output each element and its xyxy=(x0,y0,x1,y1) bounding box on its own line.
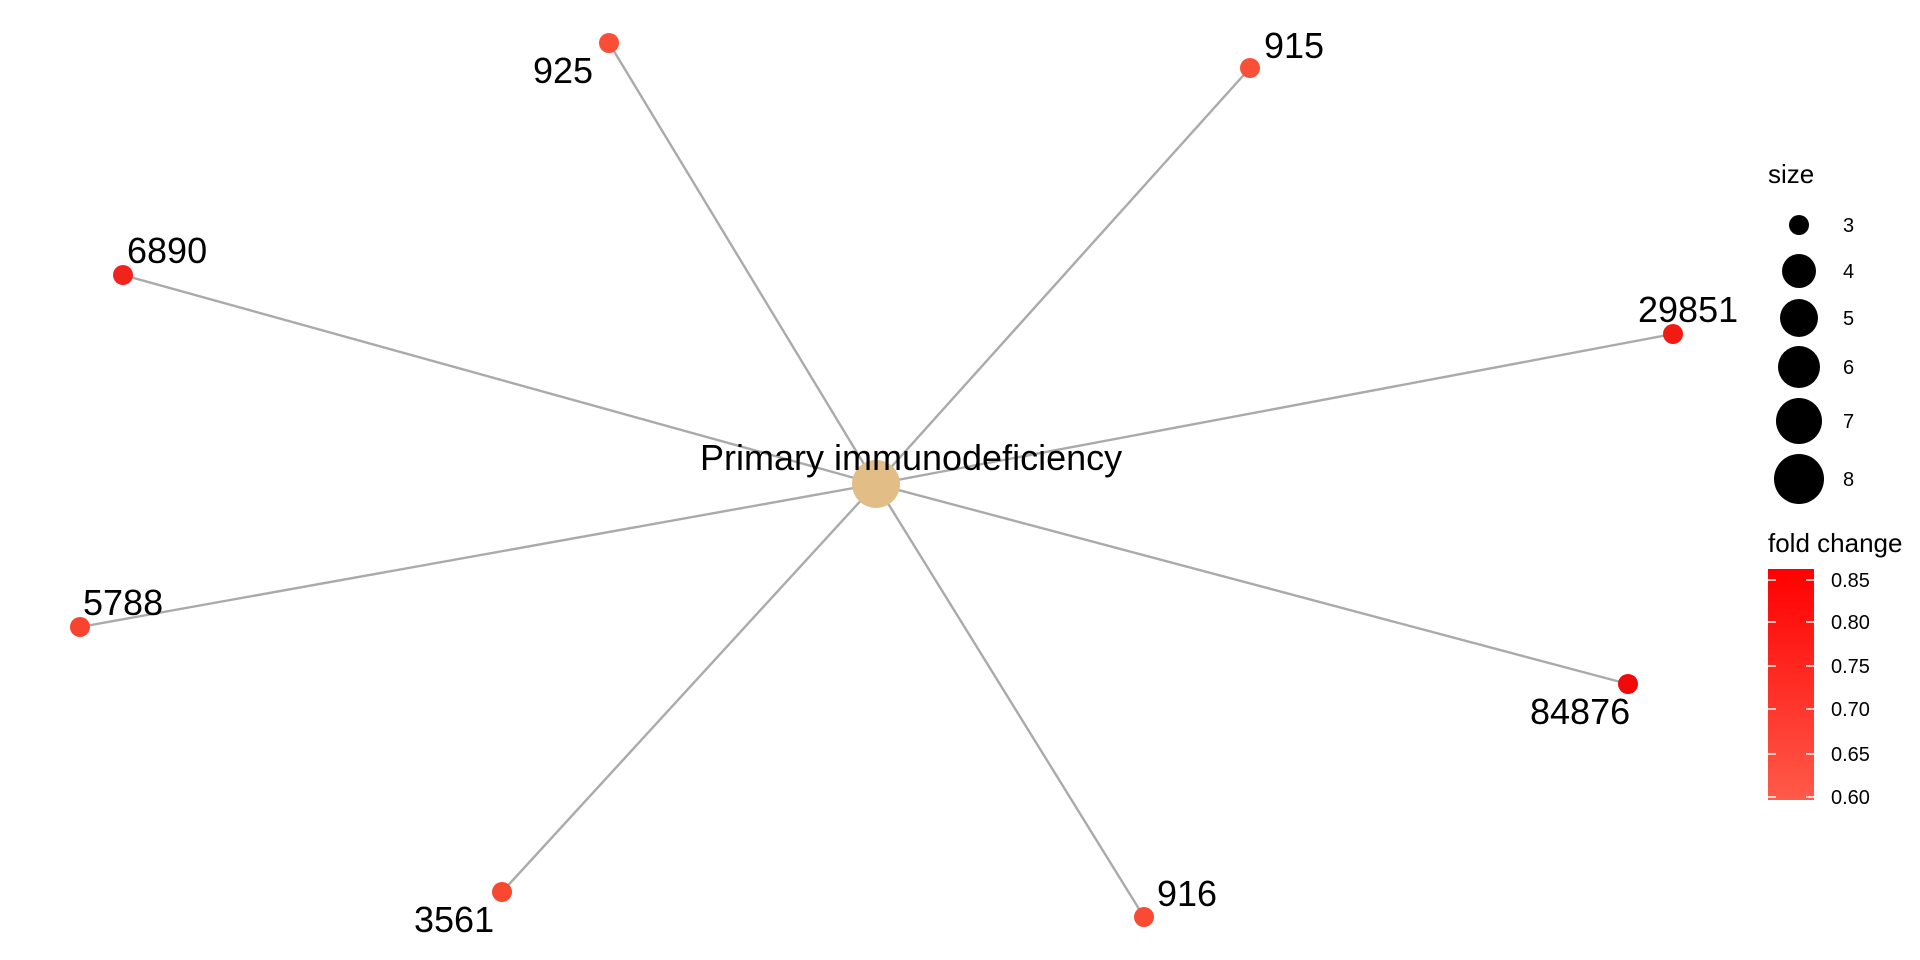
size-legend-dot xyxy=(1789,215,1809,235)
network-edge xyxy=(501,483,877,893)
gene-node-label: 3561 xyxy=(414,899,494,940)
color-legend-tick-label: 0.80 xyxy=(1831,612,1870,634)
network-leaf-nodes xyxy=(70,33,1683,927)
size-legend-dot xyxy=(1778,346,1820,388)
gene-node-label: 915 xyxy=(1264,25,1324,66)
size-legend-label: 7 xyxy=(1843,411,1854,433)
size-legend-label: 4 xyxy=(1843,261,1854,283)
gene-node xyxy=(1134,907,1154,927)
gene-node-label: 925 xyxy=(533,50,593,91)
gene-node xyxy=(70,617,90,637)
gene-node-label: 29851 xyxy=(1638,289,1738,330)
legend: size 3 4 5 6 7 8 fold change 0.85 0.80 0.75 0.70… xyxy=(1768,159,1902,809)
color-legend-ticks: 0.85 0.80 0.75 0.70 0.65 0.60 xyxy=(1768,570,1870,809)
gene-node-label: 84876 xyxy=(1530,691,1630,732)
size-legend-title: size xyxy=(1768,159,1814,189)
network-edge xyxy=(875,332,1674,486)
gene-node xyxy=(1663,324,1683,344)
color-legend-title: fold change xyxy=(1768,528,1902,558)
gene-node xyxy=(1240,58,1260,78)
size-legend-items: 3 4 5 6 7 8 xyxy=(1774,215,1854,504)
size-legend-dot xyxy=(1774,454,1824,504)
network-edge xyxy=(875,482,1629,686)
network-edge xyxy=(874,483,1146,918)
gene-node-label: 5788 xyxy=(83,582,163,623)
size-legend-label: 8 xyxy=(1843,469,1854,491)
pathway-node xyxy=(852,460,900,508)
size-legend-label: 3 xyxy=(1843,215,1854,237)
color-legend-tick-label: 0.60 xyxy=(1831,787,1870,809)
size-legend-label: 5 xyxy=(1843,308,1854,330)
color-legend-tick-label: 0.75 xyxy=(1831,656,1870,678)
size-legend-dot xyxy=(1782,254,1816,288)
color-legend-bar xyxy=(1768,569,1814,800)
color-legend-tick-label: 0.65 xyxy=(1831,744,1870,766)
gene-node-label: 916 xyxy=(1157,873,1217,914)
color-legend-tick-label: 0.70 xyxy=(1831,699,1870,721)
gene-node xyxy=(492,882,512,902)
network-edge xyxy=(607,42,878,485)
network-labels: 925 915 6890 29851 5788 84876 3561 916 Primary i… xyxy=(83,25,1738,940)
size-legend-label: 6 xyxy=(1843,357,1854,379)
network-edges xyxy=(79,42,1674,918)
gene-node xyxy=(599,33,619,53)
network-center-node xyxy=(852,460,900,508)
pathway-node-label: Primary immunodeficiency xyxy=(700,437,1122,478)
gene-node xyxy=(113,265,133,285)
size-legend-dot xyxy=(1776,398,1822,444)
gene-node-label: 6890 xyxy=(127,230,207,271)
network-edge xyxy=(79,482,877,629)
network-edge xyxy=(875,67,1251,485)
color-legend-tick-label: 0.85 xyxy=(1831,570,1870,592)
gene-node xyxy=(1618,674,1638,694)
size-legend-dot xyxy=(1780,299,1818,337)
network-edge xyxy=(122,273,877,486)
